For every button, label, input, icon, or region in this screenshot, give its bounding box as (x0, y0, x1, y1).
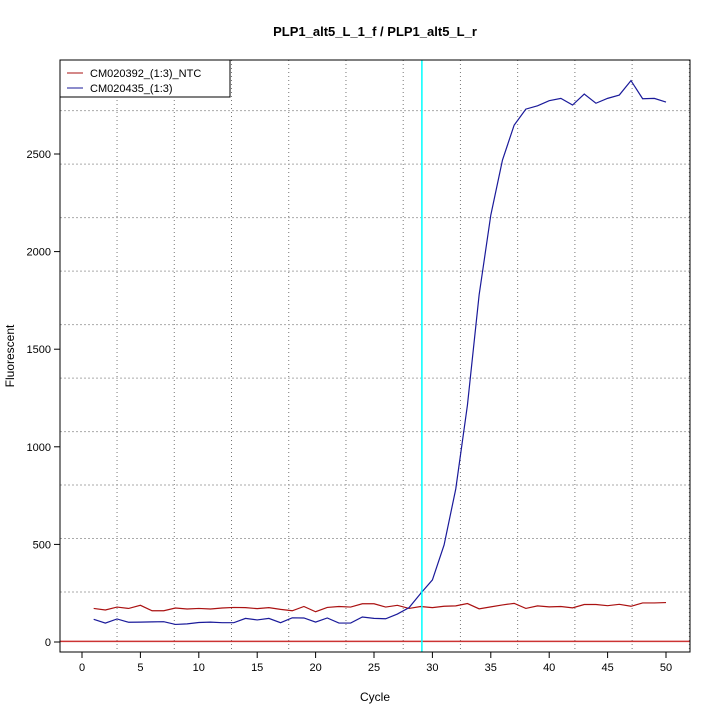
y-tick-label: 2500 (27, 149, 51, 161)
y-axis-title: Fluorescent (3, 324, 17, 387)
y-tick-label: 0 (45, 637, 51, 649)
chart-title: PLP1_alt5_L_1_f / PLP1_alt5_L_r (273, 24, 477, 39)
series-line-sample (93, 79, 667, 626)
y-tick-label: 1000 (27, 442, 51, 454)
x-tick-label: 30 (426, 662, 438, 674)
x-tick-label: 10 (193, 662, 205, 674)
legend-box (59, 59, 231, 98)
y-tick-label: 500 (33, 539, 51, 551)
x-tick-label: 50 (660, 662, 672, 674)
legend-label-ntc: CM020392_(1:3)_NTC (90, 68, 201, 80)
x-tick-label: 15 (251, 662, 263, 674)
legend-label-sample: CM020435_(1:3) (90, 83, 173, 95)
grid-lines (60, 60, 690, 652)
y-tick-label: 1500 (27, 344, 51, 356)
x-tick-label: 0 (79, 662, 85, 674)
x-axis-title: Cycle (360, 690, 390, 704)
series-line-ntc (93, 601, 667, 613)
x-tick-label: 35 (485, 662, 497, 674)
x-tick-label: 20 (309, 662, 321, 674)
x-tick-label: 5 (137, 662, 143, 674)
x-tick-label: 45 (601, 662, 613, 674)
legend: CM020392_(1:3)_NTC CM020435_(1:3) (59, 59, 231, 98)
y-axis: 0 500 1000 1500 2000 2500 (27, 149, 60, 649)
plot-frame (59, 59, 691, 653)
y-tick-label: 2000 (27, 247, 51, 259)
x-tick-label: 40 (543, 662, 555, 674)
series-lines (60, 60, 690, 652)
x-tick-label: 25 (368, 662, 380, 674)
x-axis: 0 5 10 15 20 25 30 35 40 45 50 (79, 651, 672, 674)
